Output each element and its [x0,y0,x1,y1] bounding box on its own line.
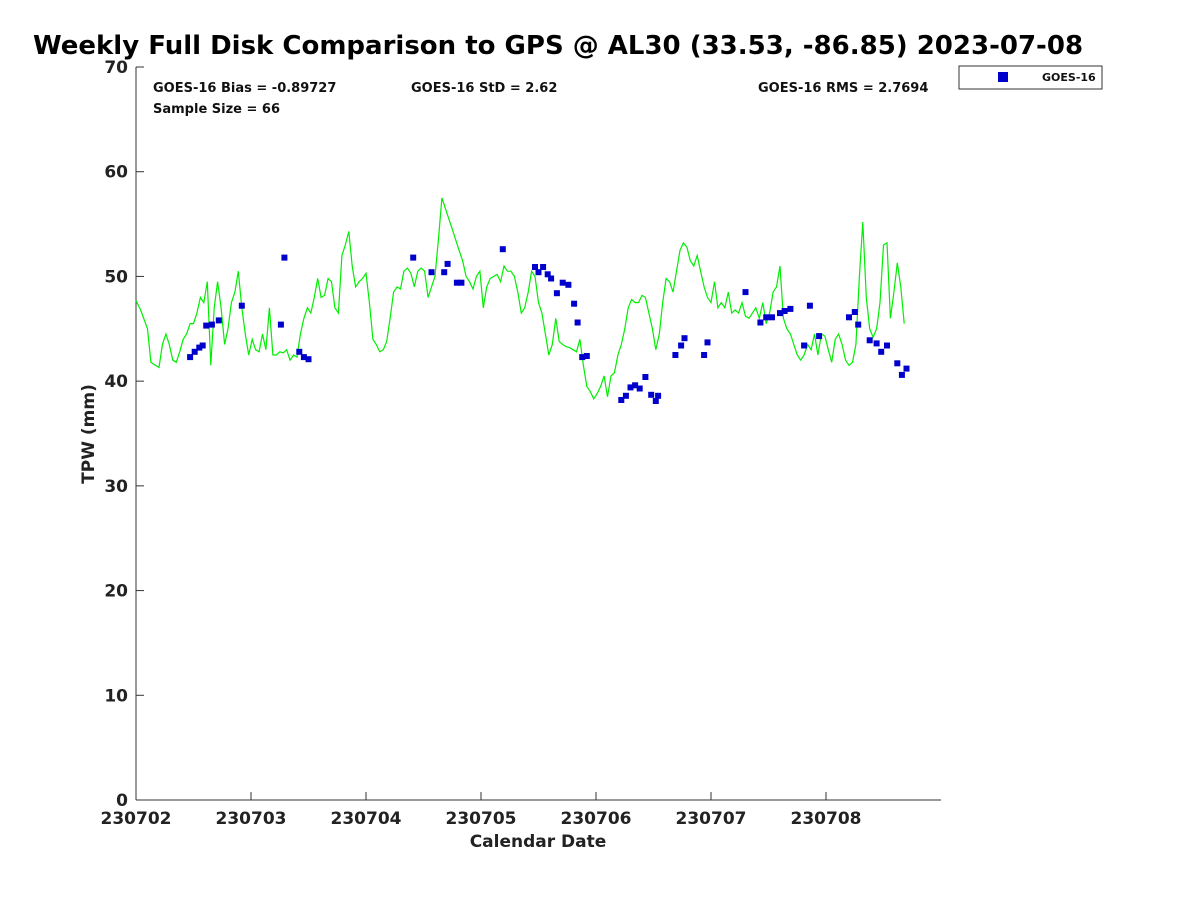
goes-point [559,279,566,286]
goes-point [208,321,215,328]
goes-point [196,344,203,351]
x-tick-label: 230704 [331,809,402,829]
goes-point [701,352,708,358]
goes-point [410,254,417,261]
goes-point [894,360,901,367]
goes-point [763,314,770,321]
plot-frame [135,67,941,801]
goes-point [300,354,307,361]
legend: GOES-16 [958,65,1103,90]
goes-point [203,322,210,329]
goes-point [642,374,649,380]
goes-point [787,305,794,312]
goes-point [769,314,775,321]
goes-point [884,342,890,349]
goes-point [878,348,885,355]
goes-point [441,269,448,276]
chart-title: Weekly Full Disk Comparison to GPS @ AL3… [33,31,1083,61]
rms-stat: GOES-16 RMS = 2.7694 [758,81,928,96]
goes-point [499,246,506,253]
goes-point [898,371,905,378]
goes-point [565,281,572,288]
x-tick-label: 230706 [561,809,632,829]
goes-point [704,339,711,346]
goes-point [851,309,858,315]
legend-marker [998,72,1008,82]
y-tick-label: 0 [116,791,128,811]
goes-point [648,391,655,398]
goes-point [187,354,194,361]
goes-point [618,397,625,403]
goes-point [574,319,581,326]
y-tick-label: 50 [104,267,128,287]
goes-point [636,385,643,392]
goes-point [801,342,808,349]
x-axis-label: Calendar Date [470,832,607,852]
goes-point [540,264,547,270]
goes-point [544,271,551,278]
goes-point [548,275,555,282]
goes-point [579,354,586,361]
goes-point [846,314,852,321]
goes-point [453,279,460,286]
goes-point [296,348,303,355]
goes-point [238,302,245,309]
goes-point [742,289,749,296]
goes-series [187,246,910,404]
x-tick-label: 230703 [216,809,287,829]
y-tick-label: 30 [104,477,128,497]
goes-point [777,310,783,317]
goes-point [215,317,222,324]
goes-point [428,269,435,276]
goes-point [873,340,880,347]
goes-point [655,392,662,399]
goes-point [458,279,465,286]
goes-point [571,300,578,307]
goes-point [532,264,538,270]
goes-point [903,365,910,372]
goes-point [191,348,198,355]
goes-point [806,302,813,309]
goes-point [553,290,560,297]
y-axis: 0 10 20 30 40 50 60 70 [104,58,144,811]
y-tick-label: 60 [104,163,128,183]
goes-point [277,321,284,328]
x-tick-label: 230707 [676,809,747,829]
sample-size-stat: Sample Size = 66 [153,102,280,117]
y-tick-label: 10 [104,686,128,706]
x-tick-label: 230702 [101,809,172,829]
goes-point [535,269,542,276]
legend-box [958,65,1103,90]
goes-point [627,384,634,391]
goes-point [652,398,659,404]
goes-point [781,308,788,314]
goes-point [681,335,688,342]
std-stat: GOES-16 StD = 2.62 [411,81,557,96]
goes-point [855,321,862,328]
goes-point [678,342,685,349]
y-tick-label: 70 [104,58,128,78]
goes-point [622,392,629,399]
gps-series [135,197,905,401]
x-tick-label: 230708 [791,809,862,829]
y-tick-label: 40 [104,372,128,392]
gps-line [135,197,905,401]
y-axis-label: TPW (mm) [79,384,99,484]
goes-point [305,356,312,363]
goes-point [757,319,764,326]
x-axis: 230702 230703 230704 230705 230706 230707 2307… [101,792,862,829]
bias-stat: GOES-16 Bias = -0.89727 [153,81,336,96]
goes-point [632,382,639,389]
y-tick-label: 20 [104,582,128,602]
goes-point [672,352,679,358]
goes-point [199,342,206,349]
goes-point [816,333,823,340]
goes-point [583,353,590,359]
goes-point [444,260,451,267]
x-tick-label: 230705 [446,809,517,829]
goes-point [281,254,288,261]
legend-label: GOES-16 [1042,71,1096,84]
goes-point [866,337,873,344]
